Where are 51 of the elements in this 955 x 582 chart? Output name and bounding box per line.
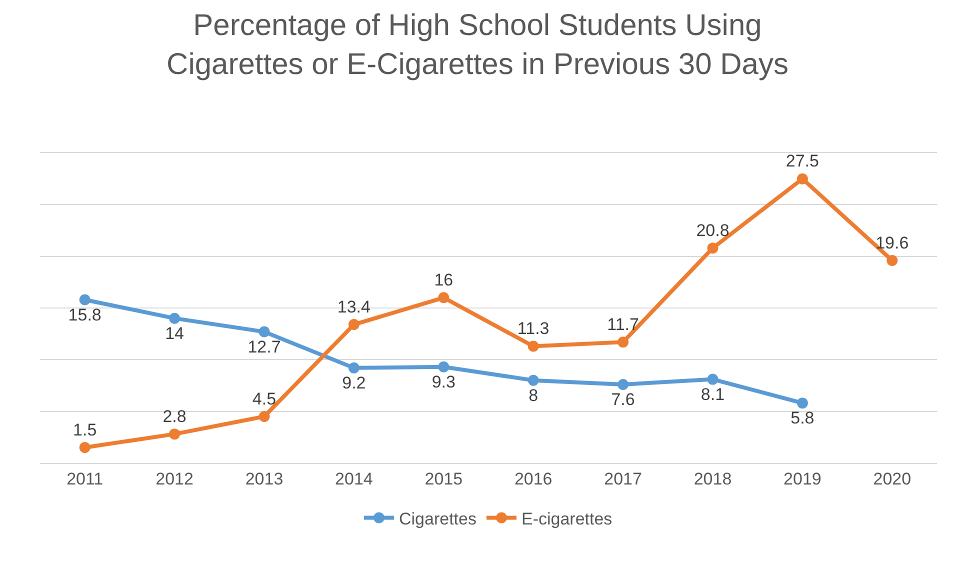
data-label: 9.2 (342, 374, 366, 393)
point (79, 294, 90, 306)
data-label: 15.8 (68, 305, 102, 324)
x-tick-label: 2015 (424, 470, 463, 489)
x-tick-label: 2018 (694, 470, 732, 489)
point (79, 442, 90, 453)
point (796, 173, 808, 184)
point (258, 326, 270, 338)
data-label: 13.4 (337, 297, 370, 316)
point (707, 242, 718, 254)
data-label: 9.3 (432, 372, 456, 392)
data-label: 8 (528, 386, 538, 405)
point (796, 398, 808, 409)
legend-label: E-cigarettes (521, 509, 612, 528)
x-tick-label: 2013 (245, 470, 284, 489)
point (707, 374, 718, 385)
legend-label: Cigarettes (399, 509, 476, 528)
data-label: 14 (165, 324, 184, 343)
point (618, 378, 629, 390)
data-label: 5.8 (790, 408, 814, 428)
x-tick-label: 2012 (156, 470, 194, 489)
x-tick-label: 2016 (514, 470, 552, 489)
data-label: 4.5 (252, 389, 276, 408)
point (348, 362, 360, 374)
data-label: 20.8 (696, 220, 730, 240)
data-label: 12.7 (248, 337, 281, 356)
point (169, 312, 180, 324)
data-label: 2.8 (162, 406, 186, 426)
data-label: 27.5 (786, 152, 819, 171)
data-label: 8.1 (700, 384, 725, 404)
data-label: 7.6 (611, 390, 635, 410)
x-tick-label: 2019 (784, 470, 822, 489)
point (169, 428, 180, 440)
chart-title: Percentage of High School Students Using Cigarettes or E-Cigarettes in Previous 30 Days (166, 8, 788, 81)
x-tick-label: 2011 (66, 470, 104, 489)
data-label: 11.7 (607, 314, 639, 334)
point (886, 254, 898, 266)
data-label: 1.5 (73, 420, 97, 440)
x-tick-label: 2020 (873, 470, 912, 489)
point (438, 292, 450, 304)
point (618, 336, 629, 348)
x-tick-label: 2014 (335, 470, 373, 489)
x-tick-label: 2017 (604, 470, 642, 489)
data-label: 19.6 (876, 233, 909, 252)
point (258, 411, 270, 422)
point (438, 361, 450, 372)
data-label: 11.3 (517, 319, 550, 338)
data-label: 16 (434, 270, 454, 290)
point (528, 374, 539, 386)
point (528, 340, 539, 352)
point (348, 319, 360, 330)
